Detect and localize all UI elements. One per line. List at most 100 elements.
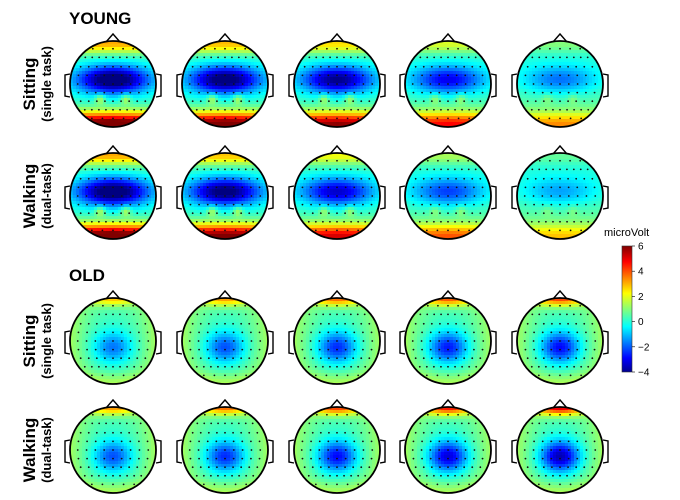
topomap-young-sitting-1 — [64, 32, 162, 128]
head-outline — [404, 152, 492, 240]
topomap-young-walking-5 — [511, 144, 609, 240]
right-ear — [267, 439, 274, 464]
left-ear — [399, 330, 406, 355]
nose — [329, 398, 345, 409]
electrode-markers — [411, 47, 485, 120]
right-ear — [267, 73, 274, 98]
right-ear — [602, 185, 609, 210]
nose — [105, 398, 121, 409]
left-ear — [64, 439, 71, 464]
left-ear — [64, 185, 71, 210]
nose — [440, 32, 456, 43]
electrode-markers — [188, 304, 262, 377]
nose — [217, 398, 233, 409]
potential-field — [182, 153, 268, 239]
electrode-markers — [76, 47, 150, 120]
colorbar-tick-label: 0 — [638, 317, 644, 328]
head-outline — [181, 406, 269, 494]
topomap-young-sitting-5 — [511, 32, 609, 128]
right-ear — [490, 185, 497, 210]
right-ear — [379, 439, 386, 464]
left-ear — [288, 73, 295, 98]
right-ear — [602, 330, 609, 355]
topomap-old-walking-2 — [176, 398, 274, 494]
colorbar-gradient — [621, 245, 633, 373]
nose — [105, 144, 121, 155]
potential-field — [294, 298, 380, 384]
left-ear — [176, 185, 183, 210]
electrode-markers — [523, 47, 597, 120]
electrode-markers — [76, 159, 150, 232]
head-outline — [181, 40, 269, 128]
colorbar: microVolt 6 4 2 0 −2 −4 — [604, 227, 650, 379]
electrode-markers — [188, 47, 262, 120]
row-label-old-sitting: Sitting (single task) — [20, 303, 54, 379]
left-ear — [176, 439, 183, 464]
electrode-markers — [411, 413, 485, 486]
right-ear — [155, 439, 162, 464]
left-ear — [511, 439, 518, 464]
electrode-markers — [76, 304, 150, 377]
group-title-young: YOUNG — [69, 9, 131, 28]
right-ear — [155, 330, 162, 355]
nose — [329, 289, 345, 300]
nose — [552, 398, 568, 409]
right-ear — [379, 185, 386, 210]
colorbar-tick-label: 2 — [638, 292, 644, 303]
head-outline — [404, 406, 492, 494]
nose — [440, 289, 456, 300]
row-label-main: Sitting — [20, 315, 39, 368]
electrode-markers — [300, 47, 374, 120]
topomap-young-walking-2 — [176, 144, 274, 240]
left-ear — [288, 330, 295, 355]
row-label-young-sitting: Sitting (single task) — [20, 46, 54, 122]
colorbar-title: microVolt — [604, 227, 649, 239]
head-outline — [516, 297, 604, 385]
nose — [552, 289, 568, 300]
left-ear — [64, 73, 71, 98]
electrode-markers — [523, 413, 597, 486]
left-ear — [399, 73, 406, 98]
row-label-sub: (single task) — [39, 46, 54, 122]
colorbar-tick-label: −4 — [638, 368, 650, 379]
electrode-markers — [300, 304, 374, 377]
head-outline — [181, 152, 269, 240]
head-outline — [516, 406, 604, 494]
nose — [329, 32, 345, 43]
head-outline — [293, 406, 381, 494]
row-label-sub: (dual-task) — [39, 163, 54, 229]
group-title-old: OLD — [69, 266, 105, 285]
electrode-markers — [411, 159, 485, 232]
nose — [440, 398, 456, 409]
electrode-markers — [188, 413, 262, 486]
head-outline — [293, 152, 381, 240]
topomap-young-sitting-2 — [176, 32, 274, 128]
head-outline — [69, 152, 157, 240]
left-ear — [176, 73, 183, 98]
electrode-markers — [300, 413, 374, 486]
right-ear — [602, 73, 609, 98]
left-ear — [288, 439, 295, 464]
head-outline — [69, 40, 157, 128]
left-ear — [399, 185, 406, 210]
left-ear — [288, 185, 295, 210]
topomap-old-sitting-1 — [64, 289, 162, 385]
nose — [217, 289, 233, 300]
topomap-young-walking-3 — [288, 144, 386, 240]
electrode-markers — [188, 159, 262, 232]
right-ear — [155, 185, 162, 210]
colorbar-tick-label: 6 — [638, 242, 644, 253]
topomap-old-walking-3 — [288, 398, 386, 494]
topomap-young-sitting-4 — [399, 32, 497, 128]
potential-field — [70, 41, 156, 127]
head-outline — [293, 297, 381, 385]
left-ear — [64, 330, 71, 355]
electrode-markers — [300, 159, 374, 232]
topomap-young-walking-4 — [399, 144, 497, 240]
right-ear — [490, 330, 497, 355]
head-outline — [516, 40, 604, 128]
row-label-sub: (dual-task) — [39, 417, 54, 483]
topomap-old-sitting-5 — [511, 289, 609, 385]
nose — [105, 289, 121, 300]
